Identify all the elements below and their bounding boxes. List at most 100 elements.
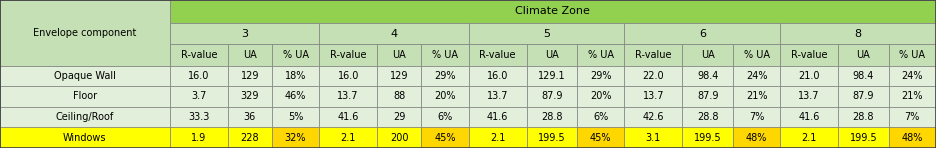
Bar — [469, 44, 527, 66]
Text: R-value: R-value — [791, 50, 827, 60]
Text: Opaque Wall: Opaque Wall — [54, 71, 116, 81]
Bar — [271, 107, 319, 127]
Text: R-value: R-value — [329, 50, 366, 60]
Text: 199.5: 199.5 — [694, 133, 722, 143]
Bar — [0, 44, 169, 66]
Bar — [624, 66, 682, 86]
Bar — [271, 66, 319, 86]
Bar — [781, 127, 839, 148]
Text: R-value: R-value — [636, 50, 672, 60]
Bar — [227, 127, 271, 148]
Text: 20%: 20% — [590, 91, 611, 102]
Bar — [469, 23, 624, 44]
Bar — [624, 23, 781, 44]
Text: 41.6: 41.6 — [487, 112, 508, 122]
Bar — [578, 86, 624, 107]
Bar — [377, 86, 421, 107]
Bar — [377, 44, 421, 66]
Bar — [271, 44, 319, 66]
Text: 8: 8 — [855, 29, 862, 38]
Text: UA: UA — [701, 50, 714, 60]
Bar — [839, 107, 888, 127]
Bar — [527, 107, 578, 127]
Text: 41.6: 41.6 — [338, 112, 358, 122]
Bar — [227, 107, 271, 127]
Text: 98.4: 98.4 — [853, 71, 874, 81]
Text: 5%: 5% — [288, 112, 303, 122]
Text: 32%: 32% — [285, 133, 306, 143]
Bar — [377, 66, 421, 86]
Bar — [169, 44, 227, 66]
Text: 228: 228 — [241, 133, 259, 143]
Text: 18%: 18% — [285, 71, 306, 81]
Bar — [781, 23, 936, 44]
Bar — [319, 86, 377, 107]
Bar — [839, 66, 888, 86]
Bar — [421, 66, 469, 86]
Bar — [0, 66, 169, 86]
Text: 329: 329 — [241, 91, 259, 102]
Bar — [227, 66, 271, 86]
Bar — [271, 86, 319, 107]
Text: 13.7: 13.7 — [798, 91, 820, 102]
Bar — [527, 86, 578, 107]
Bar — [888, 86, 936, 107]
Text: 6: 6 — [699, 29, 706, 38]
Bar — [169, 86, 227, 107]
Bar — [888, 107, 936, 127]
Text: 2.1: 2.1 — [341, 133, 356, 143]
Bar — [733, 107, 781, 127]
Text: 16.0: 16.0 — [487, 71, 508, 81]
Text: 45%: 45% — [434, 133, 456, 143]
Text: 2.1: 2.1 — [801, 133, 817, 143]
Bar — [578, 44, 624, 66]
Text: UA: UA — [392, 50, 406, 60]
Bar — [227, 86, 271, 107]
Bar — [888, 127, 936, 148]
Bar — [578, 107, 624, 127]
Text: 87.9: 87.9 — [853, 91, 874, 102]
Bar — [0, 127, 169, 148]
Bar — [839, 127, 888, 148]
Bar — [0, 107, 169, 127]
Bar — [319, 66, 377, 86]
Bar — [421, 127, 469, 148]
Text: 42.6: 42.6 — [643, 112, 665, 122]
Bar — [0, 0, 169, 23]
Bar — [169, 127, 227, 148]
Bar — [0, 86, 169, 107]
Bar — [527, 127, 578, 148]
Text: 28.8: 28.8 — [853, 112, 874, 122]
Text: UA: UA — [243, 50, 256, 60]
Text: 21%: 21% — [746, 91, 768, 102]
Text: 48%: 48% — [901, 133, 923, 143]
Text: 48%: 48% — [746, 133, 768, 143]
Bar — [421, 107, 469, 127]
Text: 6%: 6% — [593, 112, 608, 122]
Text: 3.1: 3.1 — [646, 133, 661, 143]
Bar — [781, 107, 839, 127]
Text: 28.8: 28.8 — [697, 112, 719, 122]
Bar — [0, 23, 169, 44]
Text: 88: 88 — [393, 91, 405, 102]
Text: 4: 4 — [390, 29, 398, 38]
Bar — [377, 127, 421, 148]
Text: 3: 3 — [241, 29, 248, 38]
Bar — [733, 66, 781, 86]
Text: 21.0: 21.0 — [798, 71, 820, 81]
Bar — [839, 44, 888, 66]
Bar — [781, 86, 839, 107]
Bar — [624, 44, 682, 66]
Text: 199.5: 199.5 — [538, 133, 565, 143]
Bar — [319, 107, 377, 127]
Bar — [319, 23, 469, 44]
Bar — [421, 86, 469, 107]
Bar — [682, 66, 733, 86]
Bar — [527, 66, 578, 86]
Bar — [733, 44, 781, 66]
Text: 2.1: 2.1 — [490, 133, 505, 143]
Text: 199.5: 199.5 — [850, 133, 877, 143]
Text: 87.9: 87.9 — [697, 91, 719, 102]
Bar — [888, 44, 936, 66]
Text: 16.0: 16.0 — [338, 71, 358, 81]
